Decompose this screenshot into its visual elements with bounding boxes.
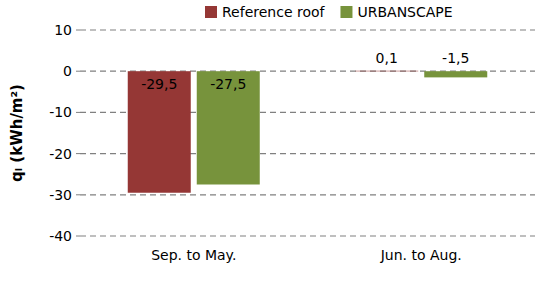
y-axis-label: qₗ (kWh/m²)	[8, 84, 26, 182]
tick-mark	[76, 112, 80, 113]
legend-swatch	[340, 6, 352, 18]
grid-line	[80, 194, 535, 195]
legend-swatch	[205, 6, 217, 18]
data-label: -1,5	[442, 50, 469, 66]
grid-line	[80, 235, 535, 236]
tick-mark	[76, 30, 80, 31]
tick-mark	[76, 71, 80, 72]
tick-mark	[76, 194, 80, 195]
bar	[197, 71, 260, 184]
tick-mark	[76, 236, 80, 237]
data-labels: -29,5 -27,5 0,1 -1,5	[141, 50, 469, 92]
data-label: -27,5	[210, 76, 246, 92]
grid	[76, 30, 535, 236]
tick-mark	[76, 153, 80, 154]
y-tick-label: -20	[49, 146, 72, 162]
legend: Reference roof URBANSCAPE	[205, 4, 453, 20]
x-tick-label: Jun. to Aug.	[380, 247, 462, 263]
bar	[424, 71, 487, 77]
bar	[128, 71, 191, 193]
bars	[128, 71, 488, 193]
y-tick-label: 10	[54, 22, 72, 38]
chart-svg: -40-30-20-10010qₗ (kWh/m²)-29,5-27,50,1-…	[0, 0, 547, 288]
bar	[355, 70, 418, 72]
grid-line	[80, 29, 535, 30]
y-tick-label: 0	[63, 63, 72, 79]
legend-label: Reference roof	[222, 4, 326, 20]
y-tick-label: -10	[49, 104, 72, 120]
chart-container: -40-30-20-10010qₗ (kWh/m²)-29,5-27,50,1-…	[0, 0, 547, 288]
x-tick-label: Sep. to May.	[151, 247, 236, 263]
y-tick-label: -40	[49, 228, 72, 244]
data-label: 0,1	[376, 50, 398, 66]
y-tick-label: -30	[49, 187, 72, 203]
legend-label: URBANSCAPE	[357, 4, 452, 20]
data-label: -29,5	[141, 76, 177, 92]
